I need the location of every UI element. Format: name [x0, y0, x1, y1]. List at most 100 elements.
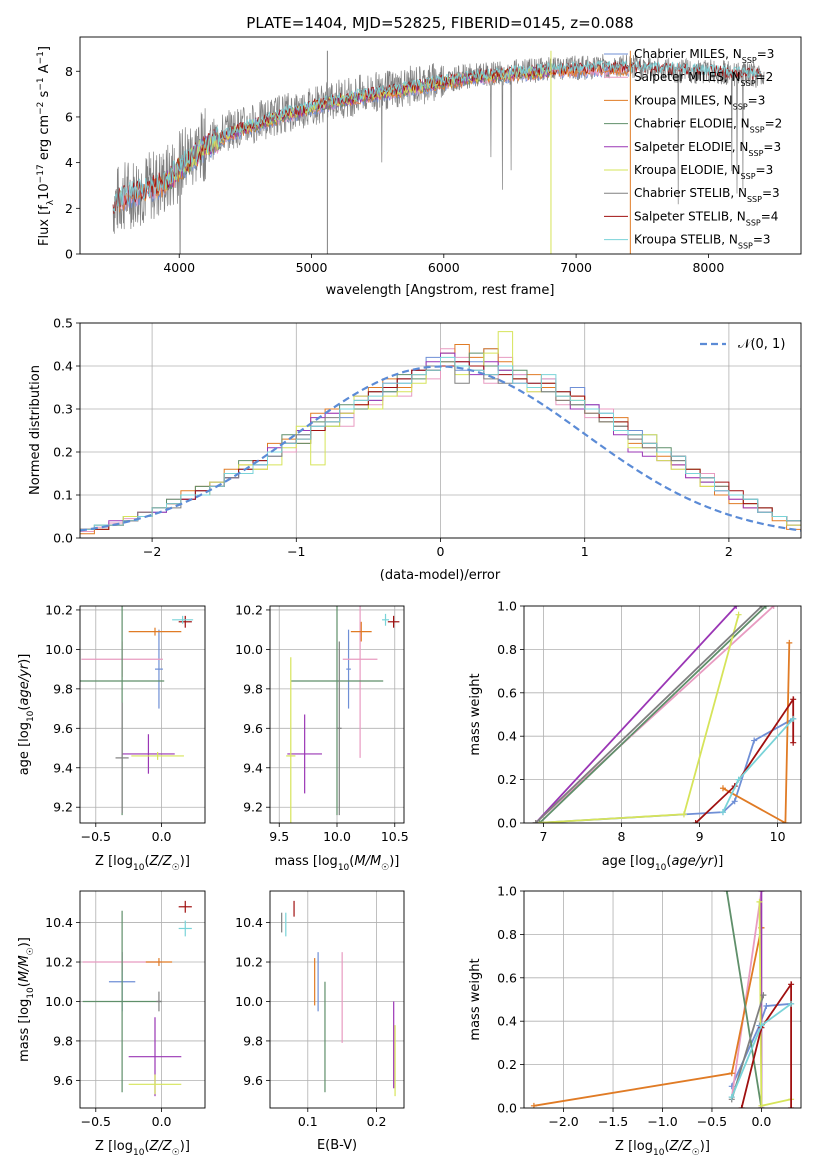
tick-label-y: 0.2: [497, 772, 517, 787]
axis-label-part: age [log: [602, 854, 655, 869]
marker-SalpeterSTELIB: [738, 1105, 745, 1108]
marker-ChabrierSTELIB: [760, 992, 767, 999]
axes-frame: [79, 890, 206, 1109]
legend-entry: Kroupa STELIB, NSSP=3: [634, 233, 771, 251]
y-axis-label: age [log10(age/yr)]: [17, 654, 36, 776]
gaussian-curve: [80, 365, 801, 532]
legend-entry: Chabrier MILES, NSSP=3: [634, 47, 774, 65]
marker-SalpeterSTELIB: [790, 739, 797, 746]
spectrum-model-KroupaELODIE: [165, 66, 550, 192]
marker-SalpeterSTELIB: [790, 696, 797, 703]
axis-label-part: ☉: [172, 863, 180, 873]
tick-label-x: 0.0: [152, 829, 172, 844]
tick-label-x: 5000: [296, 260, 328, 275]
legend-entry: Salpeter STELIB, NSSP=4: [634, 209, 778, 227]
tick-label-y: 9.4: [243, 760, 263, 775]
marker-ChabrierELODIE: [723, 891, 730, 894]
marker-KroupaMILES: [728, 1070, 735, 1077]
tick-label-y: 10.0: [235, 994, 263, 1009]
tick-label-x: 1: [581, 544, 589, 559]
axis-label-part: Z/Z: [149, 1139, 173, 1154]
axes-frame: [79, 605, 206, 824]
tick-label-x: 6000: [428, 260, 460, 275]
marker-KroupaELODIE: [756, 898, 763, 905]
tick-label-x: 0.2: [367, 1114, 387, 1129]
tick-label-y: 9.2: [53, 800, 73, 815]
axis-label-part: (: [664, 1139, 669, 1154]
axis-label-part: ☉: [692, 1148, 700, 1158]
axis-label-part: age/yr: [671, 854, 714, 869]
axis-label-part: λ: [46, 199, 56, 205]
axis-label-part: ☉: [172, 1148, 180, 1158]
axis-label-part: A: [37, 64, 52, 77]
axis-label-part: −1: [36, 77, 46, 90]
x-axis-label: (data-model)/error: [380, 568, 501, 583]
tick-label-x: −2.0: [548, 1114, 578, 1129]
line-KroupaMILES: [533, 927, 763, 1107]
marker-SalpeterELODIE: [733, 606, 740, 609]
tick-label-y: 9.6: [243, 1073, 263, 1088]
legend-entry: Salpeter ELODIE, NSSP=3: [634, 140, 781, 158]
legend-name: Kroupa STELIB, N: [634, 233, 738, 247]
axis-label-part: )]: [700, 1139, 710, 1154]
axis-label-part: 10: [133, 1148, 145, 1158]
axis-label-part: ]: [37, 46, 52, 51]
axis-label-part: Z [log: [615, 1139, 653, 1154]
plot-area: [530, 891, 795, 1108]
x-axis-label: age [log10(age/yr)]: [602, 854, 724, 873]
legend-count: =4: [761, 209, 779, 223]
legend-name: Salpeter MILES, N: [634, 70, 741, 84]
axis-label-part: (: [17, 706, 32, 711]
axis-label-part: Z [log: [95, 1139, 133, 1154]
tick-label-x: 0.0: [152, 1114, 172, 1129]
tick-label-y: 10.0: [235, 642, 263, 657]
tick-label-y: 0.4: [53, 359, 73, 374]
spectrum-model-ChabrierELODIE: [165, 66, 550, 190]
marker-SalpeterELODIE: [758, 891, 765, 894]
tick-label-y: 0.4: [497, 729, 517, 744]
spectrum-model-SalpeterSTELIB: [112, 60, 762, 214]
legend-name: Salpeter ELODIE, N: [634, 140, 748, 154]
plot-area: [82, 900, 192, 1097]
line-KroupaELODIE: [535, 614, 740, 823]
x-axis-label: Z [log10(Z/Z☉)]: [95, 1139, 190, 1158]
tick-label-y: 0.8: [497, 927, 517, 942]
axis-label-part: )]: [17, 654, 32, 664]
tick-label-y: 9.8: [243, 1033, 263, 1048]
legend-name: Chabrier MILES, N: [634, 47, 742, 61]
marker-SalpeterMILES: [770, 606, 777, 609]
line-SalpeterMILES: [730, 891, 763, 1098]
axis-label-part: M/M: [17, 955, 32, 982]
marker-KroupaMILES: [786, 639, 793, 646]
plot-age_vs_Z: −0.5 0.09.29.49.69.810.010.2Z [log10(Z/Z☉…: [17, 602, 206, 873]
y-axis-label: mass weight: [468, 958, 483, 1040]
x-axis-label: mass [log10(M/M☉)]: [275, 854, 400, 873]
tick-label-x: −2: [143, 544, 161, 559]
axis-label-part: Z [log: [95, 854, 133, 869]
line-ChabrierSTELIB: [730, 994, 765, 1100]
line-SalpeterELODIE: [535, 606, 737, 823]
x-axis-label: wavelength [Angstrom, rest frame]: [326, 283, 555, 298]
marker-ChabrierMILES: [763, 1003, 770, 1010]
tick-label-y: 0.0: [497, 816, 517, 831]
y-axis-label: mass weight: [468, 673, 483, 755]
plot-mass_vs_Z: −0.5 0.09.69.810.010.210.4Z [log10(Z/Z☉)]…: [17, 890, 206, 1158]
legend-sub: SSP: [750, 125, 765, 134]
tick-label-x: 9.5: [269, 829, 289, 844]
axis-label-part: age [log: [17, 722, 32, 775]
tick-label-x: 7000: [560, 260, 592, 275]
legend-count: =3: [762, 186, 780, 200]
histogram-KroupaSTELIB: [80, 356, 801, 538]
axis-label-part: 10: [37, 183, 52, 200]
legend-sub: SSP: [741, 79, 756, 88]
spectrum-model-KroupaSTELIB: [112, 60, 762, 212]
axis-label-part: 10: [26, 987, 36, 999]
legend-sub: SSP: [733, 102, 748, 111]
tick-label-y: 10.2: [45, 602, 73, 617]
axis-label-part: M/M: [354, 854, 381, 869]
tick-label-x: 0.0: [751, 1114, 771, 1129]
tick-label-y: 6: [65, 109, 73, 124]
tick-label-x: 2: [725, 544, 733, 559]
